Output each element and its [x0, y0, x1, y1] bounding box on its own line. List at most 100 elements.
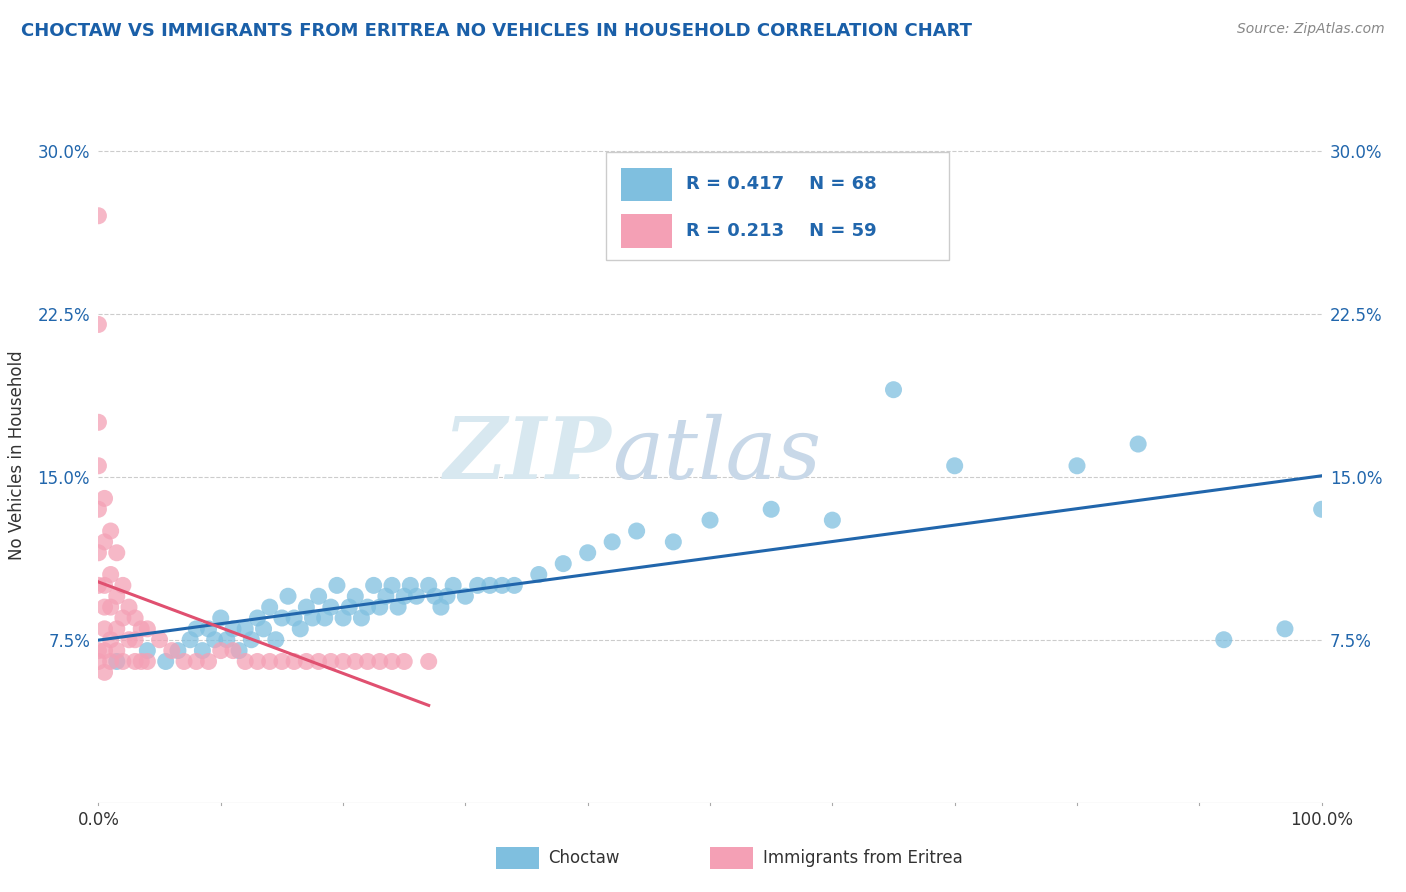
Point — [344, 589, 367, 603]
Point — [93, 665, 115, 680]
Point — [430, 600, 453, 615]
Bar — [620, 168, 672, 201]
Point — [186, 655, 208, 669]
Point — [136, 622, 159, 636]
Point — [100, 524, 122, 538]
Point — [405, 589, 427, 603]
Point — [87, 318, 110, 332]
Point — [167, 643, 190, 657]
Point — [381, 655, 404, 669]
Point — [105, 655, 128, 669]
Point — [93, 535, 115, 549]
Point — [277, 589, 299, 603]
Point — [93, 600, 115, 615]
Point — [356, 655, 378, 669]
Point — [87, 415, 110, 429]
Point — [553, 557, 575, 571]
Point — [308, 589, 330, 603]
Point — [240, 632, 263, 647]
Point — [368, 600, 391, 615]
Text: Immigrants from Eritrea: Immigrants from Eritrea — [762, 849, 962, 867]
Point — [222, 622, 245, 636]
Point — [478, 578, 501, 592]
Point — [332, 655, 354, 669]
Point — [943, 458, 966, 473]
Point — [295, 655, 318, 669]
Point — [100, 600, 122, 615]
Point — [332, 611, 354, 625]
Point — [350, 611, 373, 625]
Point — [160, 643, 183, 657]
Point — [105, 589, 128, 603]
Point — [264, 632, 287, 647]
Point — [233, 655, 256, 669]
Point — [129, 622, 152, 636]
Point — [93, 578, 115, 592]
Point — [319, 655, 342, 669]
Point — [222, 643, 245, 657]
Point — [270, 655, 294, 669]
Point — [290, 622, 312, 636]
Bar — [710, 847, 752, 869]
Y-axis label: No Vehicles in Household: No Vehicles in Household — [8, 350, 27, 560]
Bar — [496, 847, 538, 869]
Point — [111, 611, 134, 625]
Point — [319, 600, 342, 615]
Point — [186, 622, 208, 636]
Point — [1212, 632, 1234, 647]
Point — [392, 655, 416, 669]
Point — [252, 622, 274, 636]
Point — [87, 655, 110, 669]
Point — [118, 632, 141, 647]
Point — [356, 600, 378, 615]
Point — [270, 611, 294, 625]
Point — [436, 589, 458, 603]
Point — [314, 611, 336, 625]
Point — [883, 383, 905, 397]
Point — [215, 632, 238, 647]
Point — [418, 655, 440, 669]
Point — [233, 622, 256, 636]
Point — [87, 502, 110, 516]
Point — [283, 611, 305, 625]
Point — [418, 578, 440, 592]
Point — [308, 655, 330, 669]
Point — [423, 589, 446, 603]
Point — [246, 611, 269, 625]
Point — [136, 655, 159, 669]
Point — [87, 578, 110, 592]
Point — [124, 632, 146, 647]
Point — [191, 643, 214, 657]
Point — [197, 655, 219, 669]
Point — [387, 600, 409, 615]
Point — [283, 655, 305, 669]
Point — [392, 589, 416, 603]
Point — [399, 578, 422, 592]
Point — [491, 578, 513, 592]
Point — [87, 209, 110, 223]
Point — [344, 655, 367, 669]
Point — [155, 655, 177, 669]
Point — [467, 578, 489, 592]
Point — [454, 589, 477, 603]
Bar — [620, 214, 672, 248]
Point — [136, 643, 159, 657]
Point — [111, 655, 134, 669]
Point — [87, 546, 110, 560]
Point — [295, 600, 318, 615]
Point — [503, 578, 526, 592]
Point — [527, 567, 550, 582]
Point — [259, 655, 281, 669]
Point — [1310, 502, 1333, 516]
Point — [301, 611, 323, 625]
Point — [105, 643, 128, 657]
Point — [368, 655, 391, 669]
Point — [662, 535, 685, 549]
Point — [197, 622, 219, 636]
Point — [105, 622, 128, 636]
Point — [374, 589, 396, 603]
Point — [100, 567, 122, 582]
Point — [209, 611, 232, 625]
Point — [173, 655, 195, 669]
Point — [149, 632, 172, 647]
